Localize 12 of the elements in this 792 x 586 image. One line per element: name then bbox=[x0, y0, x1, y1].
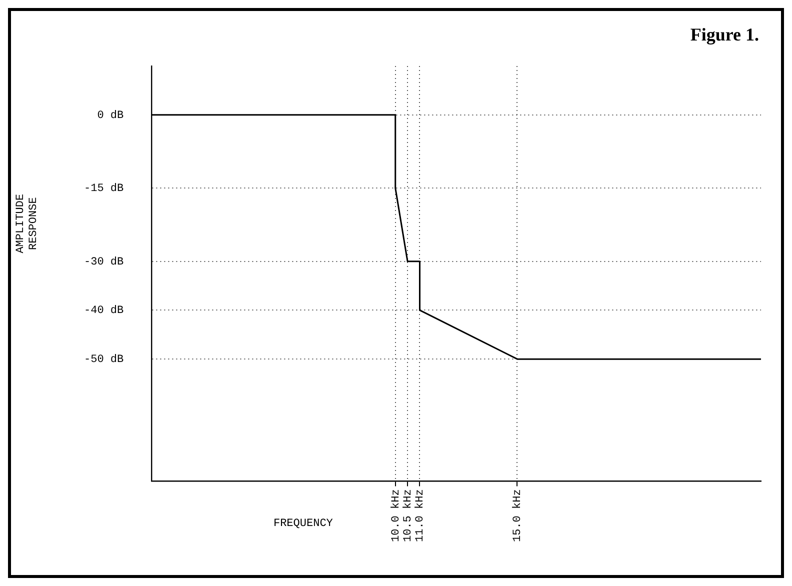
y-tick-label: -50 dB bbox=[84, 354, 124, 366]
x-tick-label: 10.0 kHz bbox=[390, 489, 402, 542]
y-tick-label: -40 dB bbox=[84, 305, 124, 318]
x-tick-label: 11.0 kHz bbox=[414, 489, 427, 542]
x-axis-title: FREQUENCY bbox=[273, 518, 334, 530]
y-axis-title: AMPLITUDE RESPONSE bbox=[15, 194, 40, 254]
x-tick-label: 15.0 kHz bbox=[512, 489, 524, 542]
y-tick-label: -15 dB bbox=[84, 183, 124, 196]
y-tick-label: 0 dB bbox=[97, 110, 124, 122]
x-tick-label: 10.5 kHz bbox=[402, 489, 414, 542]
chart-title: Figure 1. bbox=[690, 24, 759, 45]
y-tick-label: -30 dB bbox=[84, 256, 124, 268]
